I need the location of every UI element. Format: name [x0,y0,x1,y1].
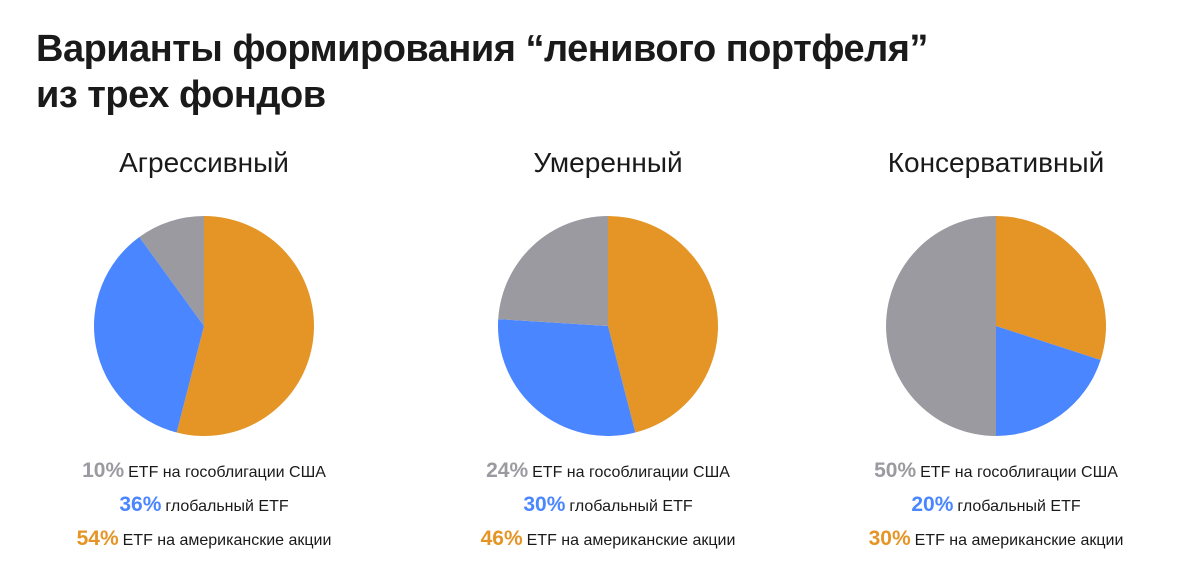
legend-item-global: 20% глобальный ETF [806,488,1186,522]
pie-chart [886,216,1106,436]
chart-panel-conservative: Консервативный 50% ETF на гособлигации СШ… [806,140,1186,556]
legend-value: 36% [119,493,162,516]
legend-item-bonds: 10% ETF на гособлигации США [14,454,394,488]
legend-item-bonds: 24% ETF на гособлигации США [418,454,798,488]
pie-slice-bonds [139,216,204,326]
page-title-line-1: Варианты формирования “ленивого портфеля… [36,28,928,70]
pie-slice-global [996,326,1101,436]
legend-value: 54% [76,527,119,550]
pie-slice-bonds [498,216,608,326]
legend-value: 10% [82,459,125,482]
legend-label: ETF на американские акции [526,532,736,549]
pie-slice-bonds [886,216,996,436]
legend-value: 30% [523,493,566,516]
legend-value: 30% [868,527,911,550]
legend-label: глобальный ETF [165,498,289,515]
pie-slice-global [93,237,204,433]
chart-panel-aggressive: Агрессивный 10% ETF на гособлигации США 3… [14,140,394,556]
legend: 50% ETF на гособлигации США 20% глобальный… [806,454,1186,556]
legend: 24% ETF на гособлигации США 30% глобальный… [418,454,798,556]
pie-slice-us [608,216,718,433]
legend-label: глобальный ETF [569,498,693,515]
legend-item-bonds: 50% ETF на гособлигации США [806,454,1186,488]
chart-title: Агрессивный [119,147,289,178]
legend-item-us: 54% ETF на американские акции [14,522,394,556]
pie-slice-us [176,216,315,436]
chart-title: Консервативный [887,147,1105,178]
legend-item-us: 46% ETF на американские акции [418,522,798,556]
legend-value: 50% [874,459,917,482]
legend-label: ETF на гособлигации США [920,464,1118,481]
legend-label: ETF на американские акции [914,532,1124,549]
legend: 10% ETF на гособлигации США 36% глобальный… [14,454,394,556]
legend-value: 20% [911,493,954,516]
legend-value: 24% [486,459,529,482]
legend-item-global: 30% глобальный ETF [418,488,798,522]
legend-item-us: 30% ETF на американские акции [806,522,1186,556]
page-title: Варианты формирования “ленивого портфеля… [36,26,928,118]
legend-label: ETF на американские акции [122,532,332,549]
legend-label: глобальный ETF [957,498,1081,515]
legend-value: 46% [480,527,523,550]
legend-item-global: 36% глобальный ETF [14,488,394,522]
page-title-line-2: из трех фондов [36,74,326,116]
legend-label: ETF на гособлигации США [532,464,730,481]
pie-slice-us [996,216,1106,360]
legend-label: ETF на гособлигации США [128,464,326,481]
pie-chart [498,216,718,436]
pie-chart [93,216,315,436]
chart-panel-moderate: Умеренный 24% ETF на гособлигации США 30%… [418,140,798,556]
chart-title: Умеренный [533,147,683,178]
pie-slice-global [498,319,636,436]
